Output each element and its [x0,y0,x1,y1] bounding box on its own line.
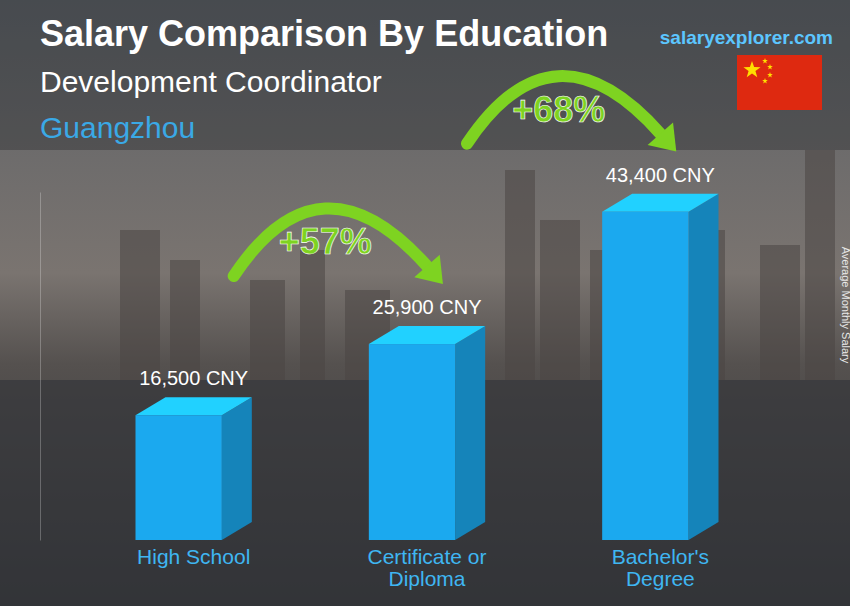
flag-star [743,61,760,77]
x-tick-label-line: Bachelor's [612,545,709,568]
flag-star [767,72,773,77]
background [0,0,850,606]
flag-star [767,64,773,69]
x-tick-label: Bachelor'sDegree [612,545,709,590]
building [805,150,835,380]
flag [737,55,822,110]
arrow-head [648,122,677,151]
location: Guangzhou [40,111,195,144]
arrow-head [414,255,443,284]
bar-side [455,326,485,540]
header-shade [0,0,850,150]
building [170,260,200,380]
bar-side [222,397,252,540]
annotation: +57% [279,221,372,262]
building [250,280,285,380]
arrow-shaft [234,208,427,276]
bar [369,344,455,540]
source: salaryexplorer.com [660,27,833,48]
bar-side [689,194,719,540]
bar-group [136,397,252,540]
building [760,245,800,380]
arrow-shaft [467,76,660,144]
x-tick-label: Certificate orDiploma [367,545,486,590]
value-label: 43,400 CNY [606,164,715,186]
x-tick: Certificate orDiploma [367,545,486,590]
x-tick-label-line: Degree [626,567,695,590]
bar-group [369,326,485,540]
y-axis-line [40,193,41,541]
bars [136,194,719,540]
value-label: 16,500 CNY [139,367,248,389]
x-axis: High School Certificate orDiploma Bachelor… [78,545,778,590]
x-tick-label: High School [137,545,250,568]
bar [136,415,222,540]
building [540,220,580,380]
subtitle: Development Coordinator [40,65,382,98]
flag-field [737,55,822,110]
x-tick: Bachelor'sDegree [612,545,709,590]
x-tick-label-line: Certificate or [367,545,486,568]
building [120,230,160,380]
x-tick-label-line: High School [137,545,250,568]
value-label: 25,900 CNY [373,296,482,318]
flag-star [762,78,768,83]
bar-top [602,194,718,212]
annotations: +57% +68% [234,76,677,284]
x-tick-label-line: Diploma [388,567,465,590]
building [300,250,325,380]
bar [602,212,688,540]
chart-root: 16,500 CNY 25,900 CNY 43,400 CNY High Schoo… [0,0,850,606]
bar-top [136,397,252,415]
bar-group [602,194,718,540]
annotation: +68% [512,89,605,130]
y-axis-title: Average Monthly Salary [840,247,850,364]
y-axis [40,193,41,541]
flag-star [762,58,768,63]
value-labels: 16,500 CNY 25,900 CNY 43,400 CNY [139,164,715,390]
bar-top [369,326,485,344]
building [505,170,535,380]
x-tick: High School [137,545,250,568]
title: Salary Comparison By Education [40,13,608,54]
